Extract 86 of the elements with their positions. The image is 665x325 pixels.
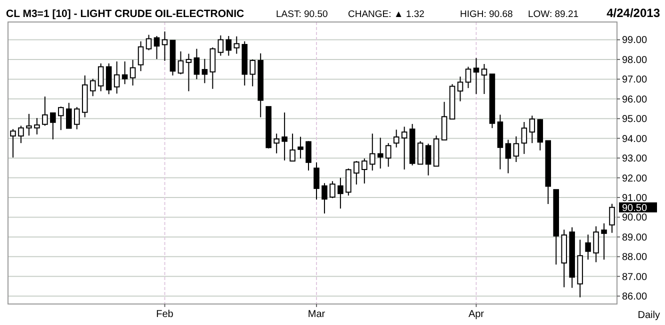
- text: Daily: [638, 310, 660, 321]
- y-tick-label: 90.00: [622, 212, 648, 224]
- candlestick: [66, 102, 72, 129]
- candlestick: [537, 118, 544, 151]
- candlestick: [74, 106, 80, 130]
- candlestick: [346, 168, 352, 196]
- candlestick: [298, 136, 304, 159]
- candlestick: [98, 62, 104, 92]
- text: LOW: 89.21: [528, 9, 579, 20]
- candlestick: [314, 162, 320, 200]
- y-tick-label: 94.00: [622, 134, 648, 145]
- x-tick-label: Apr: [468, 309, 485, 320]
- candlestick: [114, 60, 120, 94]
- candlestick: [425, 143, 432, 176]
- candlestick: [34, 118, 40, 135]
- candlestick: [138, 40, 144, 72]
- chart-title: CL M3=1 [10] - LIGHT CRUDE OIL-ELECTRONIC: [6, 8, 245, 20]
- candlestick: [370, 133, 376, 171]
- candlestick: [362, 158, 368, 184]
- candlestick: [521, 121, 528, 154]
- y-tick-label: 96.00: [622, 94, 648, 106]
- candlestick: [330, 180, 336, 199]
- candlestick: [505, 139, 512, 174]
- candlestick: [234, 36, 240, 54]
- candlestick: [513, 136, 520, 163]
- candlestick: [457, 76, 464, 102]
- candlestick: [393, 129, 400, 148]
- candlestick: [26, 113, 32, 136]
- candlestick: [481, 64, 488, 94]
- text: CHANGE: ▲ 1.32: [348, 9, 424, 20]
- y-tick-label: 86.00: [622, 292, 648, 303]
- x-tick-label: Feb: [156, 309, 174, 320]
- candlestick: [322, 182, 328, 214]
- candlestick: [601, 222, 607, 260]
- candlestick: [42, 96, 48, 126]
- candlestick: [106, 62, 112, 95]
- candlestick: [338, 177, 344, 210]
- y-tick-label: 97.00: [622, 74, 648, 86]
- y-tick-label: 89.00: [622, 232, 648, 244]
- candlestick: [218, 34, 224, 56]
- candlestick: [250, 58, 256, 87]
- text: LAST: 90.50: [276, 9, 328, 20]
- y-tick-label: 95.00: [622, 114, 648, 126]
- candlestick: [162, 30, 168, 62]
- candlestick: [10, 128, 16, 158]
- candlestick: [58, 106, 64, 131]
- candlestick: [306, 140, 312, 171]
- candlestick: [465, 66, 472, 89]
- candlestick: [210, 46, 216, 90]
- y-tick-label: 98.00: [622, 54, 648, 66]
- candlestick: [354, 160, 360, 185]
- candlestick: [377, 137, 384, 170]
- candlestick: [529, 115, 536, 144]
- candlestick: [146, 34, 152, 51]
- candlestick: [593, 226, 599, 263]
- candlestick: [90, 78, 96, 97]
- candlestick: [178, 50, 184, 75]
- candlestick: [473, 58, 480, 94]
- candlestick: [290, 133, 296, 162]
- candlestick: [130, 59, 136, 86]
- candlestick: [385, 142, 392, 168]
- candlestick: [441, 101, 448, 140]
- y-tick-label: 91.00: [622, 193, 648, 204]
- candlestick: [609, 203, 615, 234]
- y-tick-label: 93.00: [622, 154, 648, 165]
- y-tick-label: 92.00: [622, 173, 648, 184]
- y-tick-label: 99.00: [622, 35, 648, 46]
- candlestick: [122, 60, 128, 85]
- candlestick: [194, 48, 200, 80]
- candlestick: [202, 58, 208, 84]
- x-tick-label: Mar: [308, 309, 326, 320]
- y-tick-label: 87.00: [622, 272, 648, 283]
- candlestick: [417, 140, 424, 165]
- text: 90.50: [622, 202, 648, 214]
- text: HIGH: 90.68: [460, 9, 513, 20]
- candlestick: [282, 112, 288, 161]
- candlestick: [186, 53, 192, 92]
- candlestick: [226, 36, 232, 56]
- candlestick: [50, 112, 56, 140]
- y-tick-label: 88.00: [622, 252, 648, 264]
- candlestick: [585, 234, 591, 260]
- text: 4/24/2013: [606, 6, 660, 20]
- candlestick: [154, 36, 160, 60]
- candlestick: [274, 133, 280, 154]
- candlestick: [18, 125, 24, 144]
- candlestick: [401, 126, 408, 170]
